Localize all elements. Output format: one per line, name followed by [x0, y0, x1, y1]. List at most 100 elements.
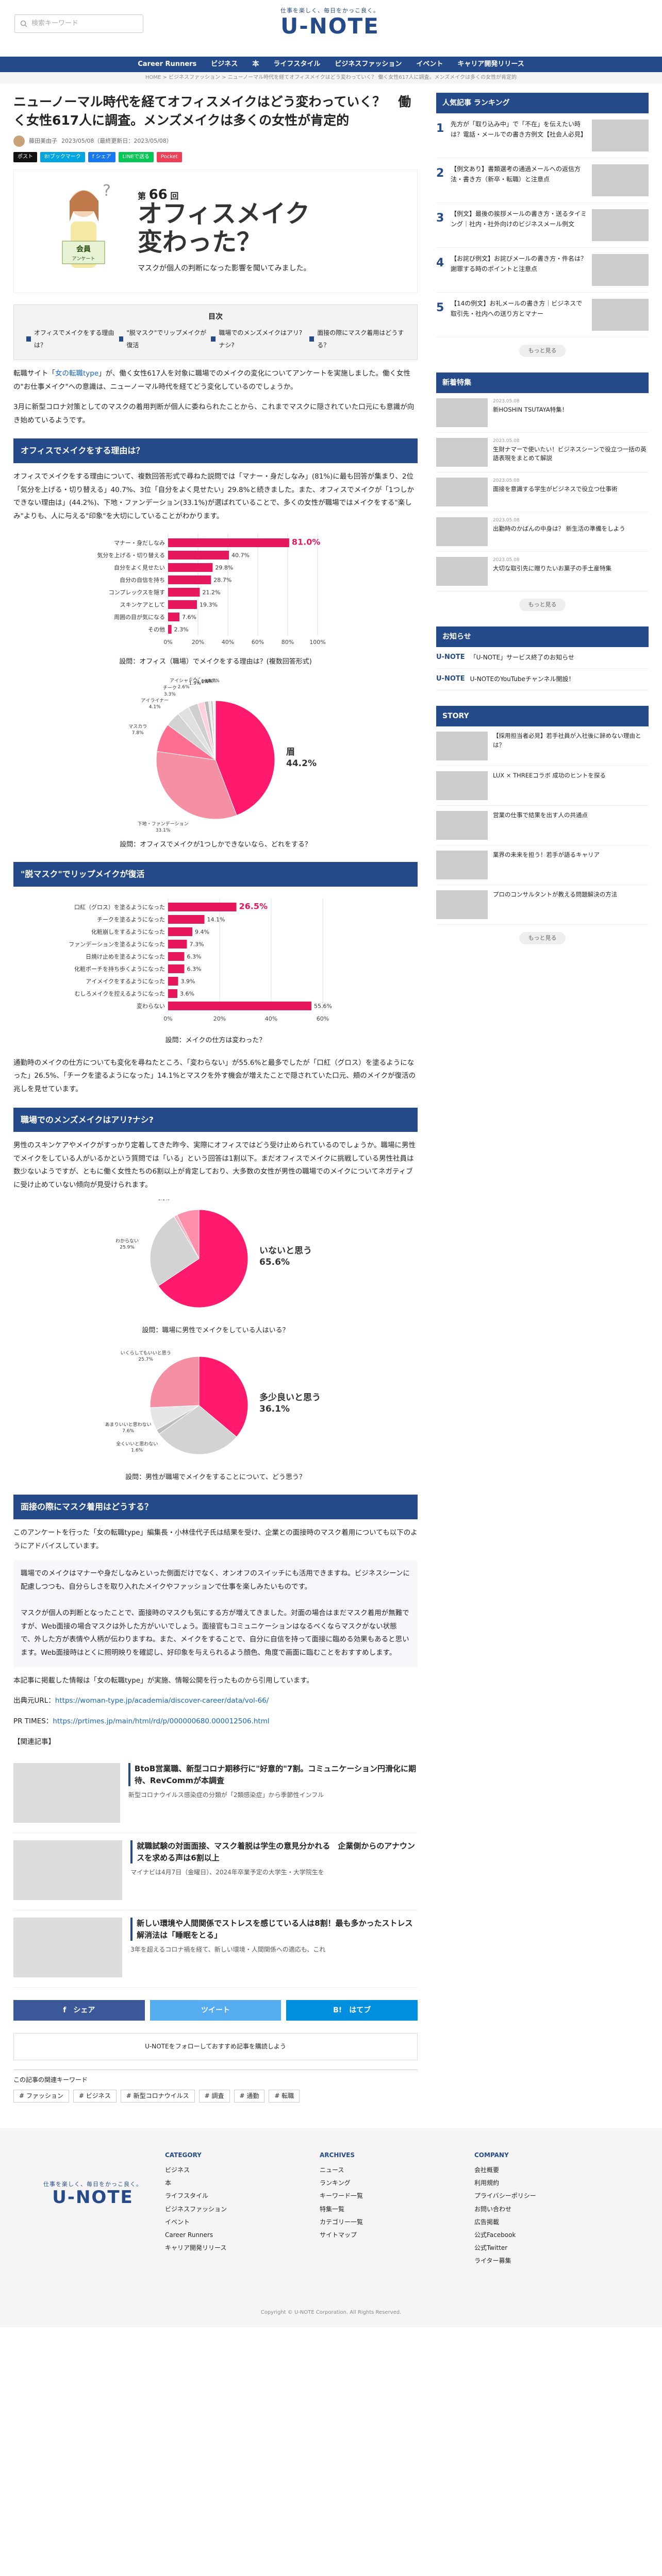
hatena-button[interactable]: B! はてブ — [286, 2000, 418, 2021]
story-item[interactable]: 営業の仕事で結果を出す人の共通点 — [436, 806, 649, 846]
facebook-share-button[interactable]: f シェア — [13, 2000, 145, 2021]
search-input[interactable]: 検索キーワード — [14, 14, 143, 33]
footer-link[interactable]: キーワード一覧 — [320, 2192, 363, 2200]
nav-item[interactable]: キャリア開発リリース — [457, 60, 524, 68]
paragraph: 転職サイト「女の転職type」が、働く女性617人を対象に職場でのメイクの変化に… — [13, 369, 410, 391]
more-button[interactable]: もっと見る — [519, 345, 566, 357]
tweet-button[interactable]: ツイート — [150, 2000, 282, 2021]
footer-link[interactable]: サイトマップ — [320, 2231, 357, 2239]
footer-link[interactable]: 会社概要 — [474, 2166, 500, 2174]
notice-item[interactable]: U-NOTE 「U-NOTE」サービス終了のお知らせ — [436, 647, 649, 669]
footer-link[interactable]: プライバシーポリシー — [474, 2192, 536, 2200]
category-label: 変わらない — [137, 1002, 165, 1009]
ranking-item[interactable]: 5 【14の例文】お礼メールの書き方｜ビジネスで取引先・社内への送り方とマナー — [436, 293, 649, 338]
notice-heading: お知らせ — [436, 626, 649, 648]
story-item[interactable]: 【採用担当者必見】若手社員が入社後に辞めない理由とは？ — [436, 726, 649, 767]
footer-link[interactable]: ライフスタイル — [165, 2192, 209, 2200]
more-button[interactable]: もっと見る — [519, 932, 566, 944]
ranking-item[interactable]: 4 【お詫び例文】お詫びメールの書き方・件名は？謝罪する時のポイントと注意点 — [436, 248, 649, 293]
share-button[interactable]: B!ブックマーク — [40, 151, 85, 162]
share-button[interactable]: f シェア — [88, 151, 115, 162]
keyword-tag[interactable]: # 転職 — [269, 2089, 300, 2103]
nav-item[interactable]: イベント — [416, 60, 443, 68]
follow-box[interactable]: U-NOTEをフォローしておすすめ記事を購読しよう — [13, 2033, 418, 2061]
footer-link[interactable]: ニュース — [320, 2166, 344, 2174]
keyword-tag[interactable]: # ファッション — [13, 2089, 69, 2103]
ranking-item[interactable]: 3 【例文】最後の挨拶メールの書き方・送るタイミング｜社内・社外向けのビジネスメー… — [436, 203, 649, 248]
ranking-item[interactable]: 1 先方が「取り込み中」で「不在」を伝えたい時は？電話・メールでの書き方例文【社会… — [436, 113, 649, 159]
data-label: 9.4% — [195, 928, 209, 935]
story-item[interactable]: プロのコンサルタントが教える問題解決の方法 — [436, 885, 649, 925]
data-label: 14.1% — [207, 916, 225, 923]
nav-item[interactable]: ビジネスファッション — [335, 60, 402, 68]
source-link[interactable]: https://woman-type.jp/academia/discover-… — [55, 1697, 269, 1705]
news-item[interactable]: 2023.05.08 生財ナマーで使いたい！ビジネスシーンで役立つ一括の英語表現を… — [436, 433, 649, 473]
news-date: 2023.05.08 — [493, 438, 520, 444]
ranking-title: 【14の例文】お礼メールの書き方｜ビジネスで取引先・社内への送り方とマナー — [451, 300, 583, 317]
data-label: 29.8% — [215, 564, 233, 571]
footer-logo[interactable]: 仕事を楽しく、毎日をかっこ良く。 U-NOTE — [43, 2180, 142, 2208]
news-item[interactable]: 2023.05.08 面接を意識する学生がビジネスで役立つ仕事術 — [436, 472, 649, 513]
footer-link[interactable]: 公式Twitter — [474, 2244, 508, 2252]
footer-link[interactable]: ビジネスファッション — [165, 2205, 227, 2213]
share-button[interactable]: Pocket — [156, 151, 182, 162]
news-item[interactable]: 2023.05.08 新HOSHIN TSUTAYA特集！ — [436, 393, 649, 433]
article-meta: 藤田美由子 2023/05/08（最終更新日：2023/05/08） — [13, 135, 418, 147]
story-item[interactable]: LUX × THREEコラボ 成功のヒントを探る — [436, 766, 649, 806]
section-heading: "脱マスク"でリップメイクが復活 — [13, 862, 418, 887]
author-name[interactable]: 藤田美由子 — [29, 137, 57, 144]
data-label: 7.3% — [190, 941, 204, 947]
share-bar: f シェア ツイート B! はてブ — [13, 2000, 418, 2021]
keyword-tag[interactable]: # 通勤 — [234, 2089, 265, 2103]
footer-link[interactable]: ビジネス — [165, 2166, 190, 2174]
nav-item[interactable]: ビジネス — [211, 60, 238, 68]
news-item[interactable]: 2023.05.08 出勤時のかばんの中身は？ 新生活の準備をしよう — [436, 512, 649, 552]
footer-link[interactable]: 利用規約 — [474, 2179, 500, 2187]
footer-link[interactable]: カテゴリー一覧 — [320, 2218, 363, 2226]
footer-link[interactable]: 本 — [165, 2179, 172, 2187]
keyword-tag[interactable]: # 新型コロナウイルス — [120, 2089, 195, 2103]
share-button[interactable]: LINEで送る — [118, 151, 154, 162]
pie-slice — [150, 1216, 200, 1286]
toc-item[interactable]: "脱マスク"でリップメイクが復活 — [119, 327, 208, 351]
type-link[interactable]: 女の転職type — [55, 369, 99, 378]
category-label: マナー・身だしなみ — [114, 539, 165, 546]
bar — [168, 927, 192, 936]
footer-link[interactable]: ライター募集 — [474, 2257, 511, 2265]
nav-item[interactable]: 本 — [252, 60, 259, 68]
news-item[interactable]: 2023.05.08 大切な取引先に贈りたいお菓子の手土産特集 — [436, 552, 649, 592]
related-item[interactable]: BtoB営業職、新型コロナ期移行に"好意的"7割。コミュニケーション円滑化に期待… — [13, 1756, 418, 1834]
related-item[interactable]: 就職試験の対面面接、マスク着脱は学生の意見分かれる 企業側からのアナウンスを求め… — [13, 1833, 418, 1911]
footer-link[interactable]: お問い合わせ — [474, 2205, 512, 2213]
footer-link[interactable]: 特集一覧 — [320, 2205, 345, 2213]
nav-item[interactable]: ライフスタイル — [273, 60, 321, 68]
svg-text:?: ? — [103, 182, 111, 200]
footer-link[interactable]: Career Runners — [165, 2231, 213, 2239]
makeup-change-bar-chart: 0% 20% 40% 60% 口紅（グロス）を塗るようになった 26.5% チークを塗るよう… — [69, 897, 332, 1022]
toc-item[interactable]: オフィスでメイクをする理由は？ — [26, 327, 116, 351]
related-item[interactable]: 新しい環境や人間関係でストレスを感じている人は8割！最も多かったストレス解消法は… — [13, 1910, 418, 1988]
prtimes-link[interactable]: https://prtimes.jp/main/html/rd/p/000000… — [53, 1717, 270, 1725]
keyword-tag[interactable]: # ビジネス — [73, 2089, 117, 2103]
story-item[interactable]: 業界の未来を担う！若手が語るキャリア — [436, 845, 649, 886]
related-title: 就職試験の対面面接、マスク着脱は学生の意見分かれる 企業側からのアナウンスを求め… — [130, 1840, 418, 1864]
slice-label: 1.1% — [197, 680, 209, 685]
keyword-tag[interactable]: # 調査 — [198, 2089, 230, 2103]
ranking-item[interactable]: 2 【例文あり】書類選考の通過メールへの返信方法・書き方（新卒・転職）と注意点 — [436, 158, 649, 204]
notice-item[interactable]: U-NOTE U-NOTEのYouTubeチャンネル開設！ — [436, 669, 649, 690]
site-logo[interactable]: 仕事を楽しく、毎日をかっこ良く。 U-NOTE — [253, 6, 407, 47]
toc-item[interactable]: 職場でのメンズメイクはアリ?ナシ? — [211, 327, 306, 351]
footer-link[interactable]: 広告掲載 — [474, 2218, 500, 2226]
global-nav: Career Runners ビジネス 本 ライフスタイル ビジネスファッション イベント… — [0, 57, 662, 72]
category-label: むしろメイクを控えるようになった — [75, 990, 165, 997]
chart-caption: 設問：メイクの仕方は変わった？ — [165, 1036, 266, 1044]
more-button[interactable]: もっと見る — [519, 599, 566, 611]
footer-link[interactable]: イベント — [165, 2218, 190, 2226]
nav-item[interactable]: Career Runners — [138, 60, 197, 68]
footer-link[interactable]: 公式Facebook — [474, 2231, 516, 2239]
footer-link[interactable]: ランキング — [320, 2179, 351, 2187]
share-button[interactable]: ポスト — [13, 151, 37, 162]
toc-item[interactable]: 面接の際にマスク着用はどうする？ — [309, 327, 405, 351]
footer-link[interactable]: キャリア開発リリース — [165, 2244, 227, 2252]
news-thumbnail — [436, 517, 488, 547]
